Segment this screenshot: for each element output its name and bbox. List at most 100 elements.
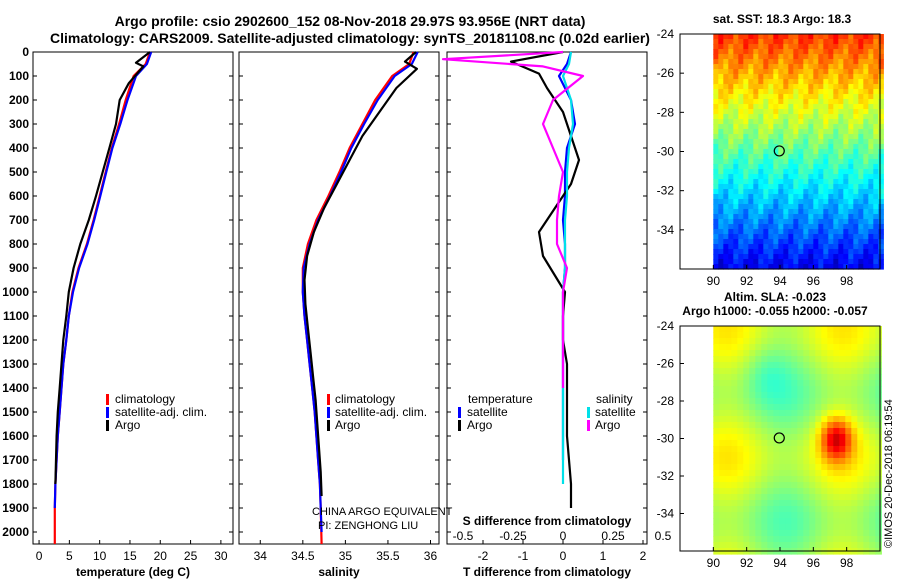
map-cell	[833, 254, 839, 260]
map-cell	[785, 392, 792, 399]
map-cell	[725, 428, 732, 435]
map-cell	[878, 84, 884, 90]
map-cell	[779, 500, 786, 507]
map-cell	[873, 224, 879, 230]
map-cell	[748, 164, 754, 170]
map-cell	[803, 164, 809, 170]
map-cell	[733, 99, 739, 105]
map-cell	[863, 500, 870, 507]
map-cell	[851, 500, 858, 507]
map-cell	[723, 44, 729, 50]
map-cell	[815, 422, 822, 429]
map-cell	[793, 34, 799, 40]
map-cell	[791, 392, 798, 399]
map-cell	[761, 506, 768, 513]
map-cell	[743, 84, 749, 90]
map-cell	[863, 524, 870, 531]
map-cell	[863, 94, 869, 100]
map-cell	[848, 84, 854, 90]
map-cell	[773, 104, 779, 110]
sst-map-title: sat. SST: 18.3 Argo: 18.3	[713, 12, 852, 26]
map-cell	[719, 482, 726, 489]
map-cell	[828, 224, 834, 230]
map-cell	[809, 464, 816, 471]
map-cell	[753, 104, 759, 110]
map-cell	[857, 476, 864, 483]
map-cell	[823, 104, 829, 110]
map-cell	[798, 114, 804, 120]
map-cell	[718, 244, 724, 250]
map-cell	[838, 229, 844, 235]
map-cell	[733, 184, 739, 190]
map-cell	[809, 434, 816, 441]
map-cell	[833, 326, 840, 333]
map-cell	[803, 134, 809, 140]
map-cell	[773, 224, 779, 230]
map-cell	[788, 214, 794, 220]
y-tick-label: 1700	[2, 453, 29, 467]
map-lat-label: -26	[657, 66, 675, 80]
map-cell	[868, 179, 874, 185]
map-cell	[838, 199, 844, 205]
map-cell	[748, 169, 754, 175]
map-cell	[833, 392, 840, 399]
map-cell	[828, 129, 834, 135]
map-cell	[755, 338, 762, 345]
map-cell	[758, 199, 764, 205]
map-cell	[718, 199, 724, 205]
map-cell	[818, 104, 824, 110]
map-cell	[797, 500, 804, 507]
map-cell	[833, 209, 839, 215]
map-cell	[845, 512, 852, 519]
map-cell	[723, 249, 729, 255]
map-cell	[858, 54, 864, 60]
map-cell	[851, 536, 858, 543]
map-cell	[818, 149, 824, 155]
sla-map-title: Altim. SLA: -0.023	[724, 290, 826, 304]
map-cell	[818, 124, 824, 130]
map-cell	[797, 476, 804, 483]
map-cell	[728, 134, 734, 140]
map-cell	[778, 214, 784, 220]
map-cell	[851, 374, 858, 381]
map-cell	[868, 59, 874, 65]
map-cell	[797, 512, 804, 519]
map-cell	[768, 199, 774, 205]
map-cell	[793, 134, 799, 140]
map-cell	[858, 119, 864, 125]
map-cell	[743, 34, 749, 40]
map-cell	[783, 109, 789, 115]
map-cell	[768, 119, 774, 125]
salinity-xlabel: salinity	[318, 565, 360, 579]
map-cell	[803, 184, 809, 190]
map-cell	[738, 194, 744, 200]
map-cell	[731, 536, 738, 543]
map-cell	[763, 49, 769, 55]
map-cell	[755, 332, 762, 339]
series-line-argo	[303, 51, 418, 497]
map-cell	[737, 416, 744, 423]
map-cell	[878, 244, 884, 250]
map-cell	[753, 134, 759, 140]
map-cell	[823, 219, 829, 225]
map-cell	[858, 254, 864, 260]
map-cell	[755, 368, 762, 375]
map-cell	[733, 164, 739, 170]
map-cell	[773, 139, 779, 145]
map-cell	[773, 500, 780, 507]
map-cell	[773, 416, 780, 423]
map-cell	[737, 434, 744, 441]
map-cell	[843, 69, 849, 75]
map-cell	[808, 249, 814, 255]
map-cell	[869, 476, 876, 483]
map-cell	[809, 398, 816, 405]
map-cell	[868, 249, 874, 255]
map-cell	[768, 64, 774, 70]
top-tick-label: 0.5	[655, 529, 672, 543]
map-cell	[821, 392, 828, 399]
map-cell	[731, 416, 738, 423]
map-cell	[788, 254, 794, 260]
map-cell	[719, 536, 726, 543]
map-cell	[723, 179, 729, 185]
map-cell	[808, 209, 814, 215]
